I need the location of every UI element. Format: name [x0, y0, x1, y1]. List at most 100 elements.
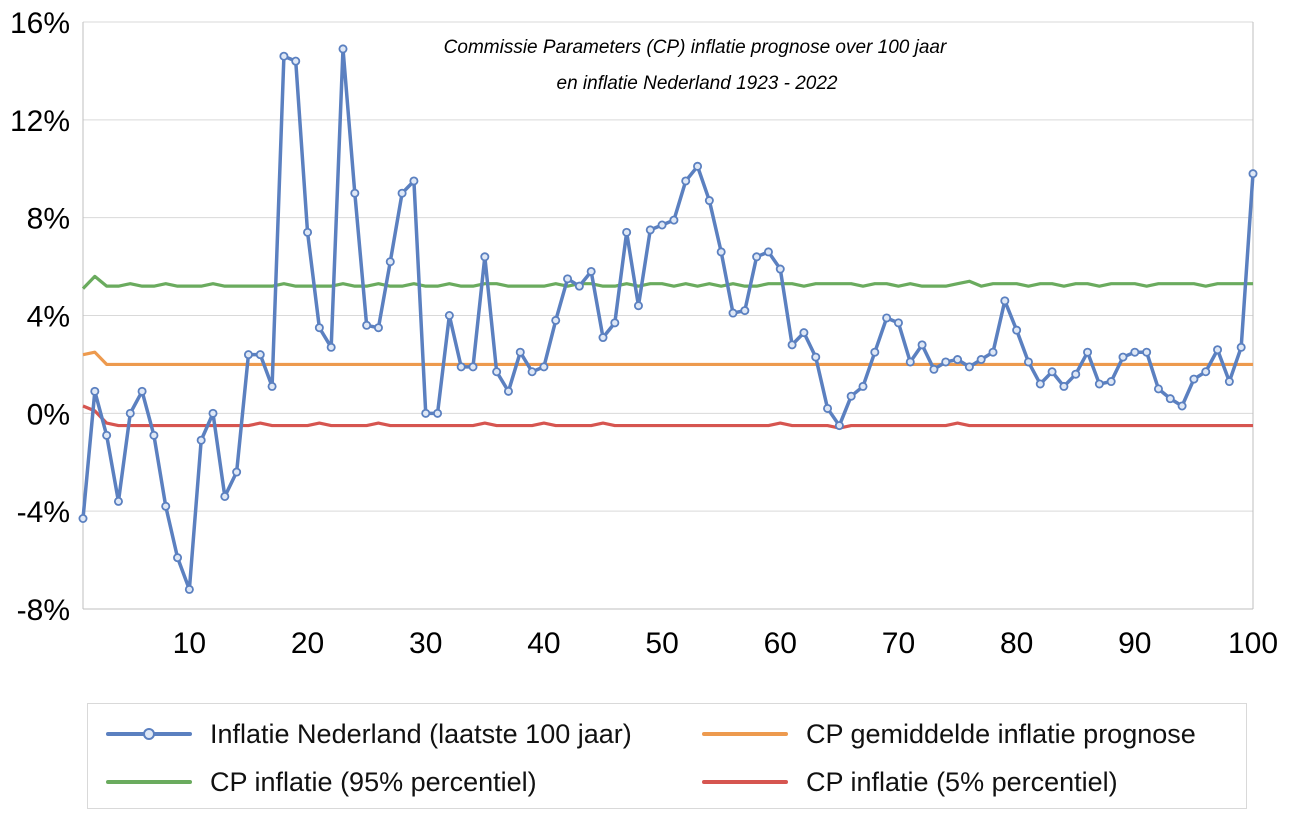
data-point	[149, 430, 159, 440]
data-point	[208, 408, 218, 418]
data-point	[716, 247, 726, 257]
data-point	[373, 323, 383, 333]
data-point	[303, 227, 313, 237]
data-point	[1248, 169, 1258, 179]
data-point	[882, 313, 892, 323]
data-point	[740, 306, 750, 316]
data-point	[1094, 379, 1104, 389]
data-point	[834, 421, 844, 431]
data-point	[1000, 296, 1010, 306]
data-point	[681, 176, 691, 186]
legend-swatch-cp-5	[702, 772, 788, 792]
chart-subtitle: en inflatie Nederland 1923 - 2022	[557, 73, 838, 94]
data-point	[1023, 357, 1033, 367]
data-point	[1236, 342, 1246, 352]
data-point	[823, 403, 833, 413]
data-point	[1165, 394, 1175, 404]
data-point	[693, 161, 703, 171]
data-point	[858, 381, 868, 391]
data-point	[255, 350, 265, 360]
y-tick-label: 16%	[10, 7, 70, 40]
data-point	[1201, 367, 1211, 377]
series-line-1	[82, 350, 1253, 367]
data-point	[1213, 345, 1223, 355]
y-tick-label: -4%	[17, 496, 70, 529]
data-point	[586, 266, 596, 276]
data-point	[113, 496, 123, 506]
data-point	[763, 247, 773, 257]
legend-label: CP gemiddelde inflatie prognose	[806, 718, 1196, 749]
data-point	[433, 408, 443, 418]
data-point	[137, 386, 147, 396]
data-point	[232, 467, 242, 477]
data-point	[102, 430, 112, 440]
x-tick-label: 40	[527, 627, 560, 660]
data-point	[279, 51, 289, 61]
series-lines	[81, 47, 1255, 592]
data-point	[196, 435, 206, 445]
data-point	[622, 227, 632, 237]
series-line-2	[81, 274, 1253, 290]
data-point	[1106, 377, 1116, 387]
data-point	[468, 362, 478, 372]
data-point	[267, 381, 277, 391]
data-point	[1153, 384, 1163, 394]
data-point	[917, 340, 927, 350]
series-line-0	[81, 47, 1255, 592]
data-point	[161, 501, 171, 511]
x-tick-label: 100	[1228, 627, 1278, 660]
data-point	[503, 386, 513, 396]
data-point	[598, 333, 608, 343]
data-point	[893, 318, 903, 328]
x-tick-label: 80	[1000, 627, 1033, 660]
data-point	[787, 340, 797, 350]
data-point	[752, 252, 762, 262]
data-point	[633, 301, 643, 311]
data-point	[574, 281, 584, 291]
x-tick-label: 10	[173, 627, 206, 660]
data-point	[397, 188, 407, 198]
data-point	[314, 323, 324, 333]
data-point	[1047, 367, 1057, 377]
y-tick-label: 12%	[10, 105, 70, 138]
data-point	[78, 514, 88, 524]
data-point	[350, 188, 360, 198]
data-point	[551, 315, 561, 325]
data-point	[905, 357, 915, 367]
data-point	[976, 355, 986, 365]
data-point	[657, 220, 667, 230]
x-tick-label: 90	[1118, 627, 1151, 660]
data-point	[409, 176, 419, 186]
data-point	[953, 355, 963, 365]
data-point	[291, 56, 301, 66]
x-tick-label: 60	[764, 627, 797, 660]
data-point	[385, 257, 395, 267]
data-point	[1059, 381, 1069, 391]
y-tick-label: 0%	[27, 398, 70, 431]
data-point	[1118, 352, 1128, 362]
data-point	[444, 310, 454, 320]
data-point	[527, 367, 537, 377]
data-point	[539, 362, 549, 372]
data-point	[728, 308, 738, 318]
data-point	[988, 347, 998, 357]
data-point	[563, 274, 573, 284]
data-point	[1071, 369, 1081, 379]
data-point	[811, 352, 821, 362]
data-point	[125, 408, 135, 418]
y-tick-label: 8%	[27, 203, 70, 236]
legend-swatch-cp-gemiddelde	[702, 724, 788, 744]
circle-marker-icon	[143, 728, 155, 740]
legend-item-cp-5: CP inflatie (5% percentiel)	[702, 762, 1118, 802]
data-point	[184, 584, 194, 594]
data-point	[492, 367, 502, 377]
data-point	[645, 225, 655, 235]
data-point	[846, 391, 856, 401]
data-point	[338, 44, 348, 54]
legend: Inflatie Nederland (laatste 100 jaar) CP…	[87, 703, 1247, 809]
chart: -8% -4% 0% 4% 8% 12% 16% 10 20 30 40 50 60 70 80 90 100…	[10, 7, 1278, 660]
chart-title: Commissie Parameters (CP) inflatie progn…	[444, 37, 947, 58]
data-point	[456, 362, 466, 372]
legend-swatch-inflatie-nederland	[106, 724, 192, 744]
legend-item-cp-gemiddelde: CP gemiddelde inflatie prognose	[702, 714, 1196, 754]
